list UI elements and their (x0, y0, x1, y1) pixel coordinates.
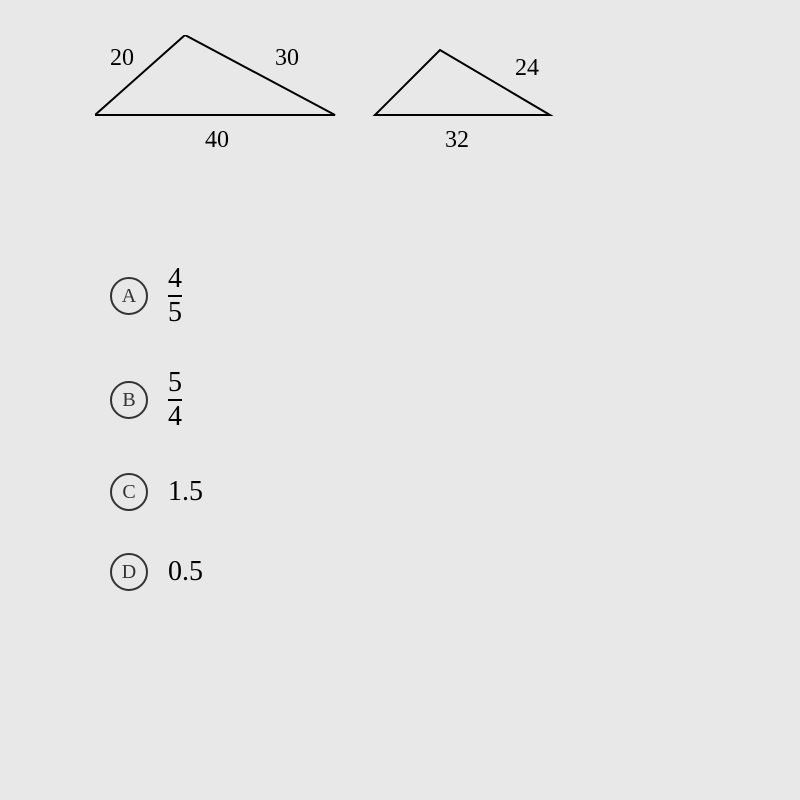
option-b[interactable]: B 5 4 (110, 369, 203, 431)
triangle1-label-right: 30 (275, 45, 299, 72)
option-value-d: 0.5 (168, 556, 203, 588)
option-d[interactable]: D 0.5 (110, 553, 203, 591)
fraction-denominator: 4 (168, 399, 182, 431)
triangle1-label-left: 20 (110, 45, 134, 72)
option-a[interactable]: A 4 5 (110, 265, 203, 327)
triangle2-label-right: 24 (515, 55, 539, 82)
triangle2-label-bottom: 32 (445, 127, 469, 154)
option-value-b: 5 4 (168, 369, 182, 431)
option-c[interactable]: C 1.5 (110, 473, 203, 511)
answer-options: A 4 5 B 5 4 C 1.5 D 0.5 (110, 265, 203, 633)
option-circle-a: A (110, 277, 148, 315)
option-circle-b: B (110, 381, 148, 419)
triangle1-label-bottom: 40 (205, 127, 229, 154)
option-value-a: 4 5 (168, 265, 182, 327)
fraction-numerator: 4 (168, 265, 182, 295)
option-circle-d: D (110, 553, 148, 591)
fraction-denominator: 5 (168, 295, 182, 327)
fraction-numerator: 5 (168, 369, 182, 399)
triangles-diagram: 20 30 40 24 32 (95, 35, 595, 170)
option-value-c: 1.5 (168, 476, 203, 508)
option-circle-c: C (110, 473, 148, 511)
